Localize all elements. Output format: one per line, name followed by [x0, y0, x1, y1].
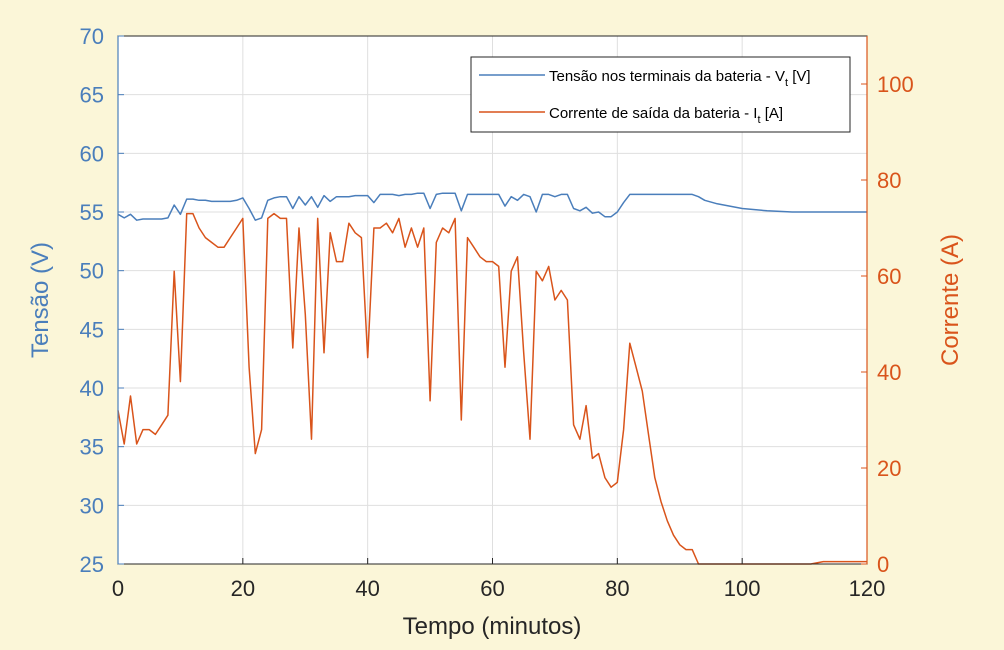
- series-current: [117, 212, 867, 565]
- series-line-current: [117, 212, 867, 565]
- y-left-tick-label: 50: [80, 259, 104, 284]
- ticks: 0 20 40 60 80 100 120 25 30 35 40 45 50 55 60 65 70 0 20 40…: [80, 24, 914, 601]
- y-axis-title-left: Tensão (V): [27, 242, 54, 358]
- y-right-tick-label: 40: [877, 360, 901, 385]
- legend-label-voltage: Tensão nos terminais da bateria - Vt [V]: [549, 68, 811, 89]
- y-right-tick-label: 20: [877, 456, 901, 481]
- x-axis-title: Tempo (minutos): [403, 613, 582, 640]
- legend: Tensão nos terminais da bateria - Vt [V]…: [470, 56, 851, 133]
- y-axis-title-right: Corrente (A): [937, 234, 964, 366]
- y-left-tick-label: 30: [80, 493, 104, 518]
- x-tick-label: 20: [231, 576, 255, 601]
- legend-label-current: Corrente de saída da bateria - It [A]: [549, 105, 783, 126]
- y-left-tick-label: 65: [80, 83, 104, 108]
- y-right-tick-label: 100: [877, 72, 914, 97]
- legend-box: [470, 56, 851, 133]
- x-tick-label: 80: [605, 576, 629, 601]
- x-tick-label: 100: [724, 576, 761, 601]
- y-right-tick-label: 0: [877, 552, 889, 577]
- x-tick-label: 40: [355, 576, 379, 601]
- series-voltage: [117, 192, 867, 221]
- series-line-voltage: [117, 192, 867, 221]
- y-right-tick-label: 80: [877, 168, 901, 193]
- x-tick-label: 0: [112, 576, 124, 601]
- y-right-tick-label: 60: [877, 264, 901, 289]
- y-left-tick-label: 60: [80, 141, 104, 166]
- y-left-tick-label: 25: [80, 552, 104, 577]
- y-left-tick-label: 35: [80, 435, 104, 460]
- x-tick-label: 60: [480, 576, 504, 601]
- y-left-tick-label: 40: [80, 376, 104, 401]
- y-left-tick-label: 55: [80, 200, 104, 225]
- x-tick-label: 120: [849, 576, 886, 601]
- y-left-tick-label: 70: [80, 24, 104, 49]
- y-left-tick-label: 45: [80, 317, 104, 342]
